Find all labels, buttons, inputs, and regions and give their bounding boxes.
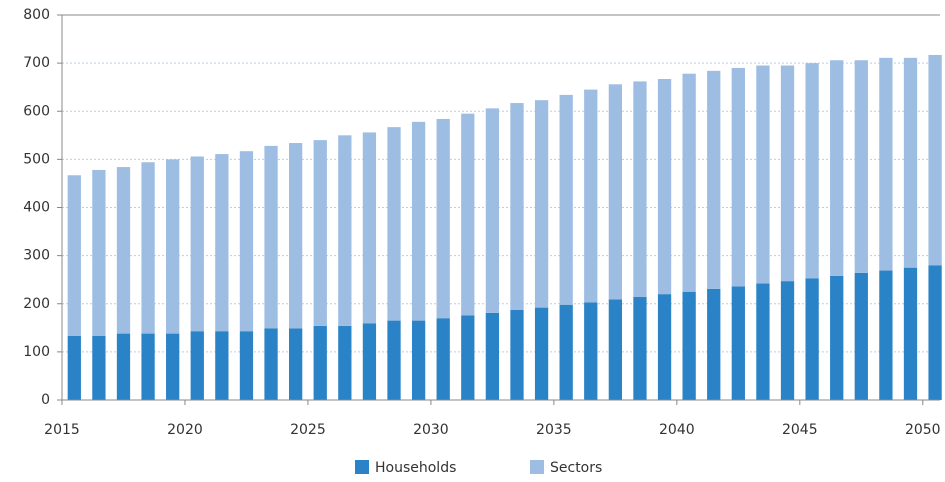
bar	[805, 63, 819, 279]
bar	[903, 267, 918, 400]
bar	[313, 140, 327, 326]
bar	[731, 286, 745, 400]
bar	[830, 275, 844, 400]
y-tick-label: 700	[23, 55, 50, 71]
bar	[805, 278, 819, 400]
bar	[387, 320, 401, 400]
bar	[362, 323, 377, 400]
bar	[215, 154, 229, 332]
bar	[289, 328, 303, 400]
bar	[608, 299, 623, 400]
bar	[731, 67, 745, 287]
bar	[584, 302, 598, 400]
x-tick-label: 2020	[167, 422, 203, 438]
y-tick-label: 300	[23, 248, 50, 264]
bar	[903, 57, 918, 268]
bar	[485, 312, 500, 400]
legend-label: Sectors	[550, 460, 602, 476]
bar	[264, 328, 278, 400]
y-tick-label: 600	[23, 103, 50, 119]
y-tick-label: 800	[23, 7, 50, 23]
x-tick-label: 2025	[290, 422, 326, 438]
bar	[67, 335, 81, 400]
bar	[92, 335, 106, 400]
bar	[67, 175, 81, 336]
bar	[928, 265, 942, 400]
bar	[289, 143, 303, 329]
bar	[559, 304, 573, 400]
x-tick-label: 2035	[536, 422, 572, 438]
bar	[239, 151, 254, 332]
x-tick-label: 2015	[44, 422, 80, 438]
bar	[116, 167, 131, 334]
bar	[141, 162, 155, 334]
bar	[215, 331, 229, 400]
bar	[116, 333, 131, 400]
bar	[756, 65, 770, 284]
bar	[534, 307, 549, 400]
bar	[461, 315, 475, 400]
bar	[780, 281, 795, 400]
bar	[657, 294, 672, 400]
legend-swatch	[530, 460, 544, 474]
bar	[166, 159, 180, 334]
bar	[830, 60, 844, 276]
bar	[190, 156, 204, 332]
bar	[854, 272, 868, 400]
y-tick-label: 100	[23, 344, 50, 360]
bar	[461, 113, 475, 316]
bar	[707, 70, 721, 289]
y-tick-label: 500	[23, 151, 50, 167]
bar	[510, 103, 524, 311]
bar	[854, 60, 868, 273]
bar	[92, 169, 106, 336]
y-tick-label: 400	[23, 200, 50, 216]
bar	[756, 283, 770, 400]
bar	[780, 65, 795, 282]
bar	[584, 89, 598, 303]
bar	[657, 79, 672, 295]
bar	[166, 333, 180, 400]
bar	[141, 333, 155, 400]
y-tick-label: 200	[23, 296, 50, 312]
bar	[559, 94, 573, 305]
bar	[436, 318, 450, 400]
legend-label: Households	[375, 460, 456, 476]
bar	[411, 121, 426, 321]
bar	[510, 310, 524, 400]
bar	[362, 132, 377, 324]
bar	[879, 270, 893, 400]
bar	[411, 320, 426, 400]
bar	[436, 118, 450, 319]
bar	[387, 127, 401, 321]
x-tick-label: 2050	[905, 422, 941, 438]
x-tick-label: 2040	[659, 422, 695, 438]
x-tick-label: 2030	[413, 422, 449, 438]
bar	[338, 325, 352, 400]
bar	[928, 54, 942, 266]
y-tick-label: 0	[41, 392, 50, 408]
bar	[338, 135, 352, 326]
bar	[534, 100, 549, 308]
bar	[190, 331, 204, 400]
bar	[313, 325, 327, 400]
bar	[485, 108, 500, 313]
bar	[707, 288, 721, 400]
bar	[682, 291, 696, 400]
bar	[879, 57, 893, 271]
bar	[608, 84, 623, 300]
bar	[264, 145, 278, 329]
bar	[633, 297, 647, 400]
x-tick-label: 2045	[782, 422, 818, 438]
bar	[682, 73, 696, 292]
bar	[633, 81, 647, 298]
legend-swatch	[355, 460, 369, 474]
bar	[239, 331, 254, 400]
